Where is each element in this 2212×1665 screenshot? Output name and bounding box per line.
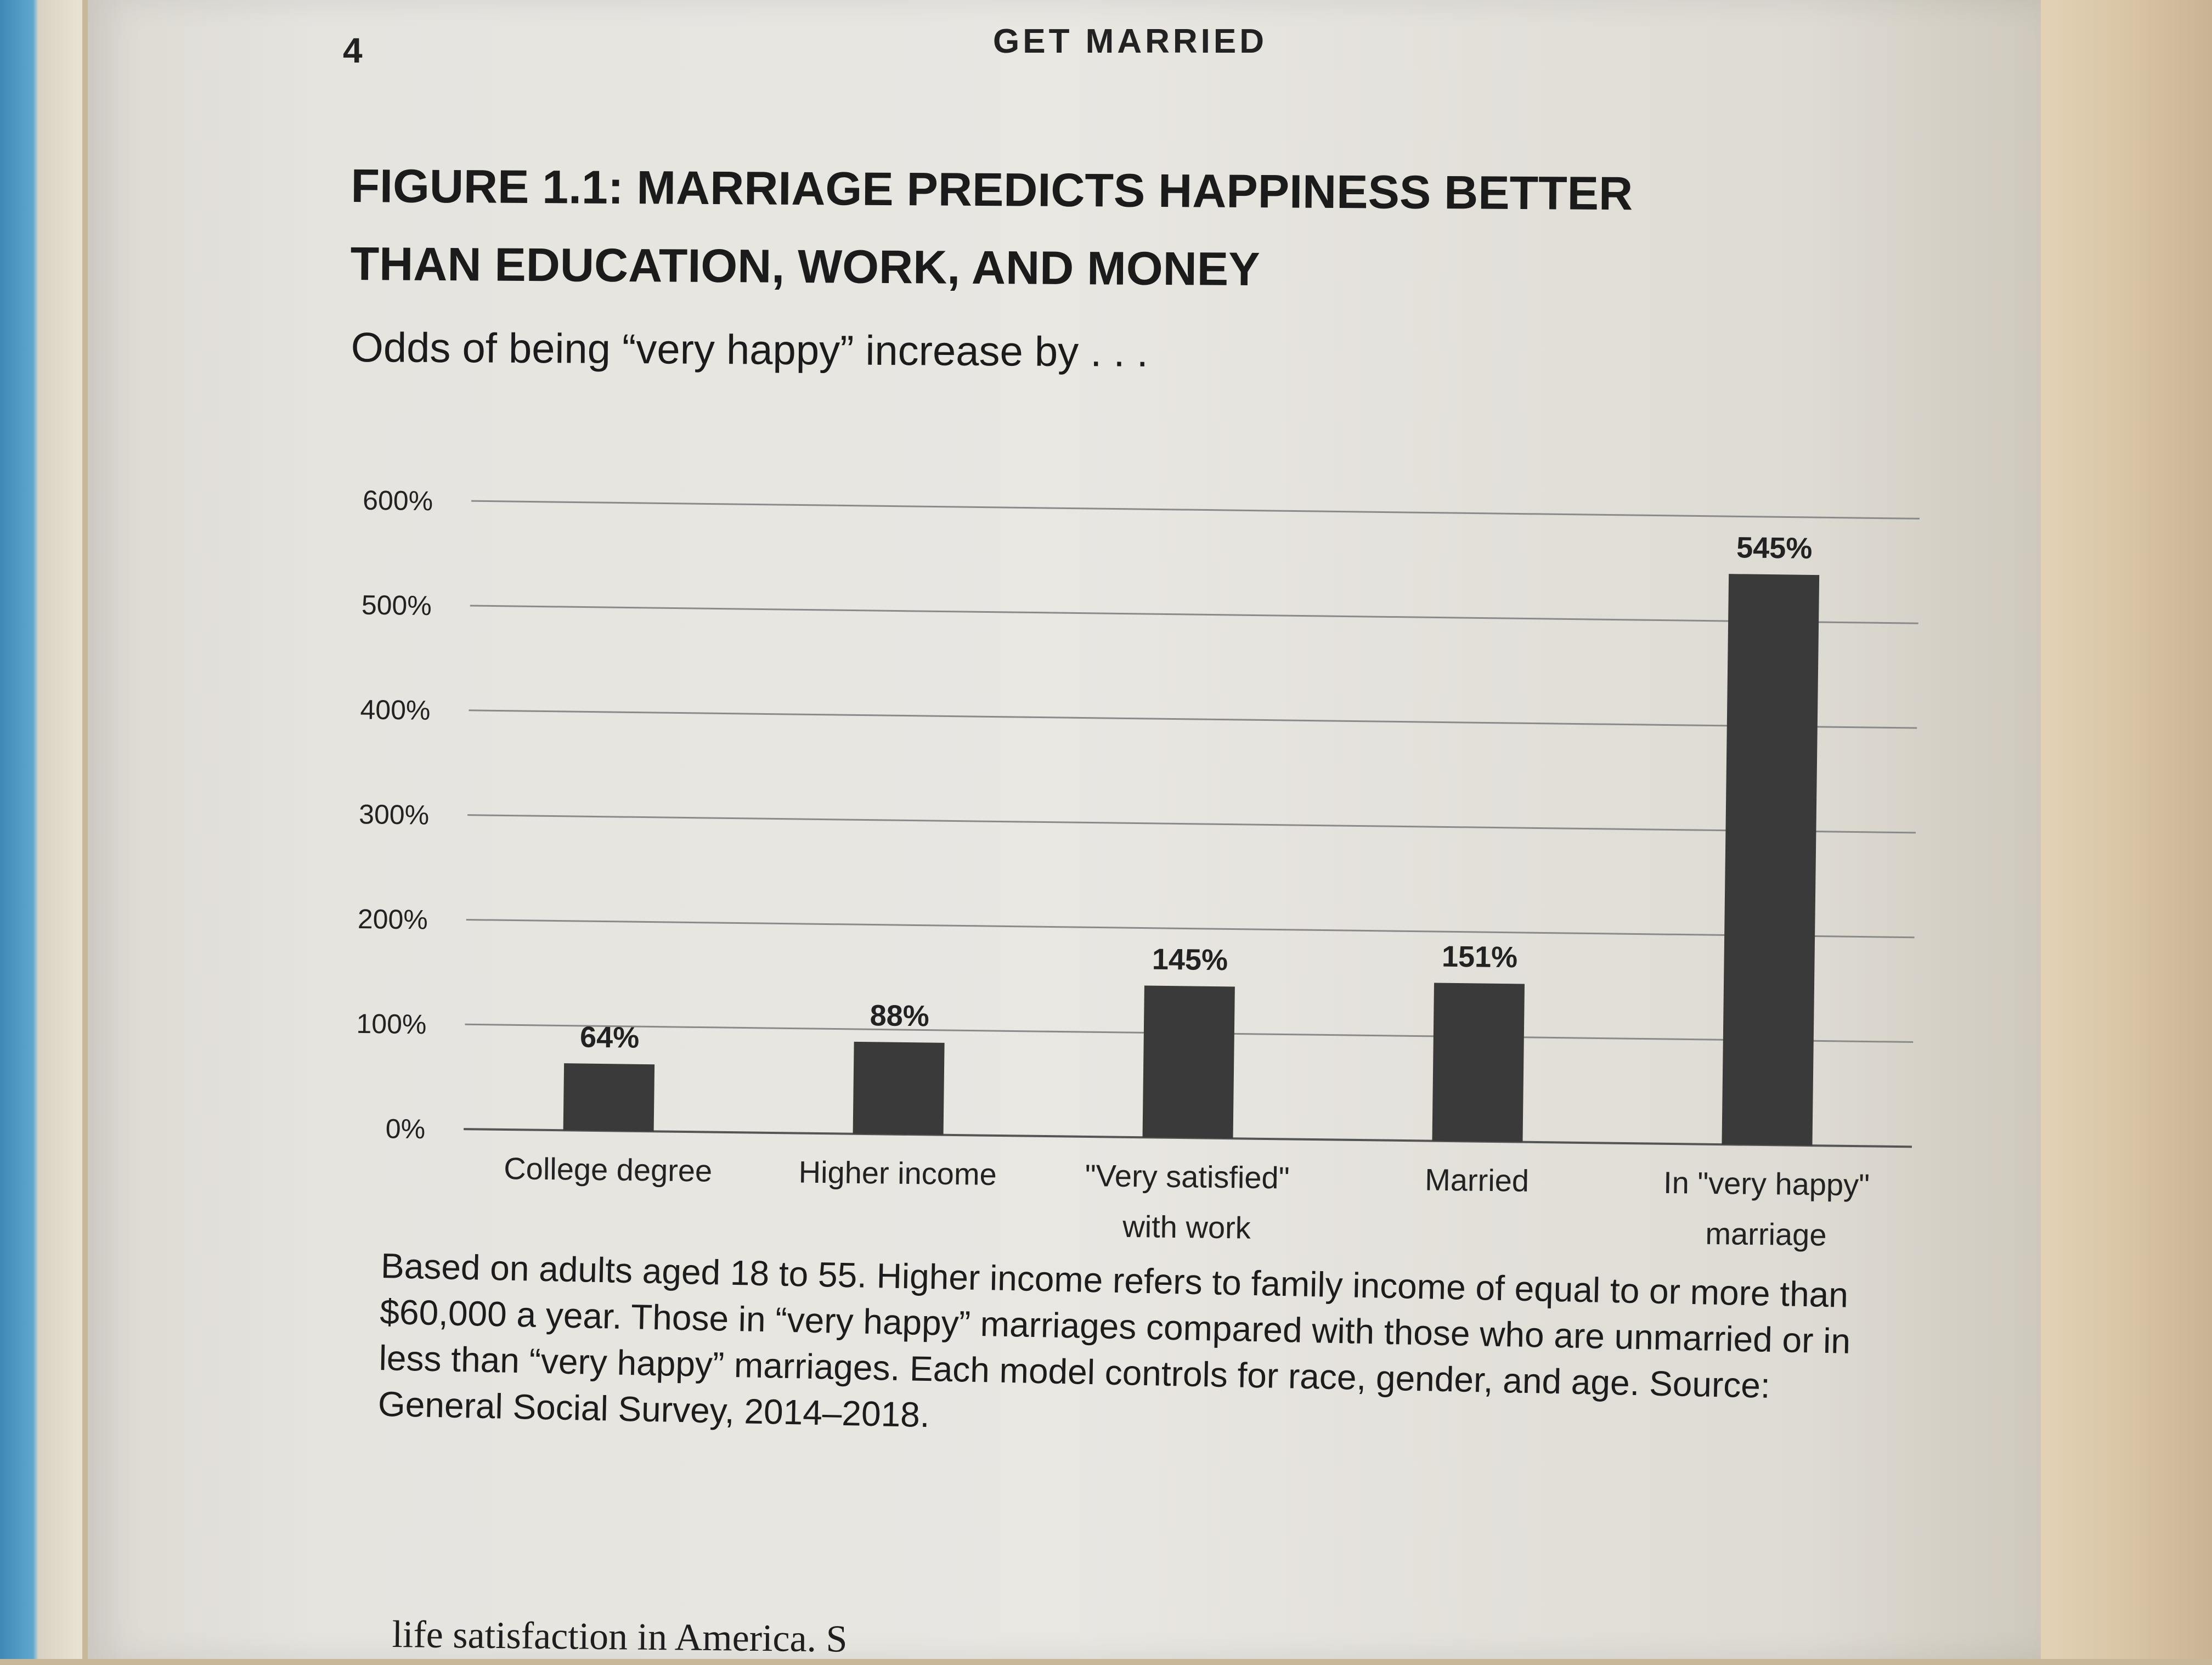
bar <box>1142 985 1235 1139</box>
x-category-label: with work <box>1122 1209 1251 1245</box>
y-tick-label: 200% <box>358 904 428 935</box>
bar <box>853 1041 945 1135</box>
figure-title-line-1: FIGURE 1.1: MARRIAGE PREDICTS HAPPINESS … <box>351 159 1633 221</box>
page-number: 4 <box>343 31 363 70</box>
running-head: GET MARRIED <box>993 22 1267 60</box>
bar-value-label: 88% <box>870 999 929 1032</box>
x-category-label: College degree <box>504 1151 713 1188</box>
x-category-label: In "very happy" <box>1663 1165 1870 1203</box>
x-category-label: Married <box>1425 1162 1530 1198</box>
page-stack-edge <box>2041 0 2212 1659</box>
bar-value-label: 145% <box>1152 943 1228 977</box>
gridline <box>470 605 1918 624</box>
bar-chart: 0% 100% 200% 300% 400% 500% 600% 64% College deg… <box>356 485 1920 1252</box>
gridline <box>466 918 1915 939</box>
bar <box>563 1063 655 1132</box>
x-category-label: "Very satisfied" <box>1085 1158 1290 1195</box>
figure-subtitle: Odds of being “very happy” increase by .… <box>351 324 1149 376</box>
y-tick-label: 500% <box>362 590 432 622</box>
y-tick-label: 600% <box>363 485 433 517</box>
bar <box>1432 983 1525 1142</box>
y-tick-label: 100% <box>356 1008 427 1040</box>
bar <box>1722 574 1820 1146</box>
body-text-fragment: life satisfaction in America. S <box>392 1613 848 1661</box>
x-category-label: marriage <box>1705 1216 1827 1252</box>
gridline <box>471 500 1920 520</box>
y-tick-label: 0% <box>386 1113 426 1144</box>
bar-value-label: 64% <box>580 1021 640 1054</box>
y-tick-label: 400% <box>360 694 431 726</box>
gridline <box>469 709 1917 729</box>
bar-value-label: 151% <box>1442 940 1518 974</box>
figure-caption: Based on adults aged 18 to 55. Higher in… <box>377 1245 1851 1435</box>
book-cover-edge <box>0 0 82 1659</box>
gridline <box>467 814 1916 834</box>
figure-title: FIGURE 1.1: MARRIAGE PREDICTS HAPPINESS … <box>350 147 1679 311</box>
x-category-label: Higher income <box>798 1155 997 1192</box>
y-tick-label: 300% <box>359 799 430 831</box>
figure-title-line-2: THAN EDUCATION, WORK, AND MONEY <box>350 237 1260 296</box>
bar-value-label: 545% <box>1736 531 1813 565</box>
